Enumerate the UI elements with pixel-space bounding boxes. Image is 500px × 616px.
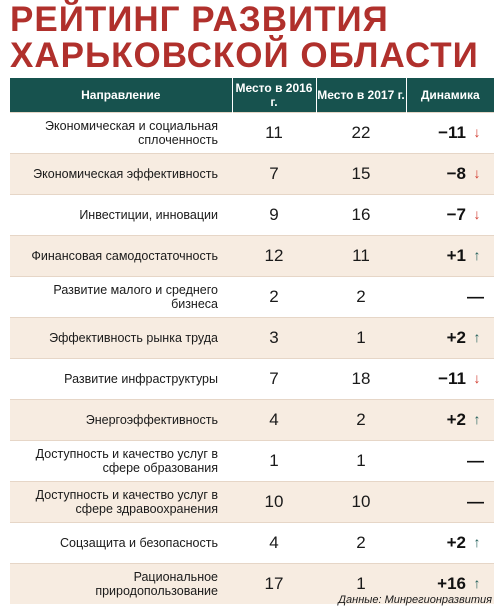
dynamics-value: —	[467, 451, 484, 470]
cell-place-2016: 12	[232, 235, 316, 277]
cell-place-2017: 16	[316, 194, 406, 236]
arrow-up-icon: ↑	[473, 329, 481, 345]
cell-place-2016: 7	[232, 358, 316, 400]
dynamics-value: —	[467, 287, 484, 306]
title-line-2: Харьковской области	[10, 36, 479, 75]
dynamics-value: +16	[437, 574, 466, 593]
cell-dynamics: —	[406, 276, 494, 318]
table-header: Направление Место в 2016 г. Место в 2017…	[10, 78, 494, 113]
table-row: Экономическая эффективность 7 15 −8 ↓	[10, 153, 494, 195]
dynamics-value: −11	[438, 123, 466, 142]
page-title: Рейтинг развития Харьковской области	[10, 2, 495, 74]
cell-direction: Развитие малого и среднего бизнеса	[10, 276, 232, 318]
cell-direction: Инвестиции, инновации	[10, 194, 232, 236]
cell-place-2016: 10	[232, 481, 316, 523]
cell-dynamics: +2 ↑	[406, 317, 494, 359]
cell-place-2017: 2	[316, 276, 406, 318]
cell-place-2016: 4	[232, 399, 316, 441]
cell-place-2017: 18	[316, 358, 406, 400]
cell-direction: Эффективность рынка труда	[10, 317, 232, 359]
cell-dynamics: +2 ↑	[406, 399, 494, 441]
table-row: Доступность и качество услуг в сфере здр…	[10, 481, 494, 523]
source-note: Данные: Минрегионразвития	[338, 594, 492, 606]
dynamics-value: +2	[446, 533, 466, 552]
cell-dynamics: +1 ↑	[406, 235, 494, 277]
dynamics-value: —	[467, 492, 484, 511]
cell-direction: Экономическая эффективность	[10, 153, 232, 195]
table-row: Доступность и качество услуг в сфере обр…	[10, 440, 494, 482]
cell-place-2017: 1	[316, 317, 406, 359]
cell-direction: Экономическая и социальная сплоченность	[10, 112, 232, 154]
cell-direction: Доступность и качество услуг в сфере обр…	[10, 440, 232, 482]
arrow-up-icon: ↑	[473, 575, 481, 591]
cell-place-2017: 1	[316, 440, 406, 482]
dynamics-value: +2	[446, 328, 466, 347]
cell-dynamics: −11 ↓	[406, 358, 494, 400]
cell-place-2016: 4	[232, 522, 316, 564]
header-direction: Направление	[10, 78, 232, 113]
cell-dynamics: —	[406, 440, 494, 482]
table-body: Экономическая и социальная сплоченность 1…	[10, 112, 494, 604]
header-dynamics: Динамика	[405, 78, 494, 113]
arrow-down-icon: ↓	[473, 165, 481, 181]
cell-direction: Энергоэффективность	[10, 399, 232, 441]
cell-place-2016: 7	[232, 153, 316, 195]
rating-table: Направление Место в 2016 г. Место в 2017…	[10, 78, 494, 604]
cell-place-2016: 3	[232, 317, 316, 359]
cell-dynamics: +16 ↑	[406, 563, 494, 604]
cell-dynamics: −7 ↓	[406, 194, 494, 236]
arrow-up-icon: ↑	[473, 411, 481, 427]
table-row: Развитие малого и среднего бизнеса 2 2—	[10, 276, 494, 318]
cell-place-2017: 2	[316, 522, 406, 564]
cell-place-2016: 11	[232, 112, 316, 154]
dynamics-value: −8	[446, 164, 466, 183]
cell-dynamics: +2 ↑	[406, 522, 494, 564]
cell-dynamics: −8 ↓	[406, 153, 494, 195]
cell-dynamics: —	[406, 481, 494, 523]
cell-place-2017: 11	[316, 235, 406, 277]
table-row: Соцзащита и безопасность 4 2 +2 ↑	[10, 522, 494, 564]
arrow-down-icon: ↓	[473, 370, 481, 386]
cell-place-2016: 2	[232, 276, 316, 318]
dynamics-value: +2	[446, 410, 466, 429]
cell-place-2016: 1	[232, 440, 316, 482]
cell-direction: Доступность и качество услуг в сфере здр…	[10, 481, 232, 523]
table-row: Экономическая и социальная сплоченность 1…	[10, 112, 494, 154]
table-row: Инвестиции, инновации 9 16 −7 ↓	[10, 194, 494, 236]
table-row: Развитие инфраструктуры 7 18 −11 ↓	[10, 358, 494, 400]
arrow-down-icon: ↓	[473, 124, 481, 140]
table-row: Рациональное природопользование 17 1 +16 ↑	[10, 563, 494, 604]
dynamics-value: −11	[438, 369, 466, 388]
table-row: Энергоэффективность 4 2 +2 ↑	[10, 399, 494, 441]
arrow-up-icon: ↑	[473, 247, 481, 263]
dynamics-value: +1	[446, 246, 466, 265]
title-line-1: Рейтинг развития	[10, 0, 389, 39]
cell-direction: Рациональное природопользование	[10, 563, 232, 604]
table-row: Финансовая самодостаточность 12 11 +1 ↑	[10, 235, 494, 277]
cell-dynamics: −11 ↓	[406, 112, 494, 154]
header-place-2017: Место в 2017 г.	[315, 78, 406, 113]
cell-place-2016: 17	[232, 563, 316, 604]
table-row: Эффективность рынка труда 3 1 +2 ↑	[10, 317, 494, 359]
cell-place-2016: 9	[232, 194, 316, 236]
cell-direction: Финансовая самодостаточность	[10, 235, 232, 277]
cell-direction: Развитие инфраструктуры	[10, 358, 232, 400]
cell-place-2017: 10	[316, 481, 406, 523]
arrow-up-icon: ↑	[473, 534, 481, 550]
cell-place-2017: 15	[316, 153, 406, 195]
cell-place-2017: 2	[316, 399, 406, 441]
cell-place-2017: 1	[316, 563, 406, 604]
cell-place-2017: 22	[316, 112, 406, 154]
cell-direction: Соцзащита и безопасность	[10, 522, 232, 564]
dynamics-value: −7	[446, 205, 466, 224]
arrow-down-icon: ↓	[473, 206, 481, 222]
header-place-2016: Место в 2016 г.	[231, 78, 316, 113]
